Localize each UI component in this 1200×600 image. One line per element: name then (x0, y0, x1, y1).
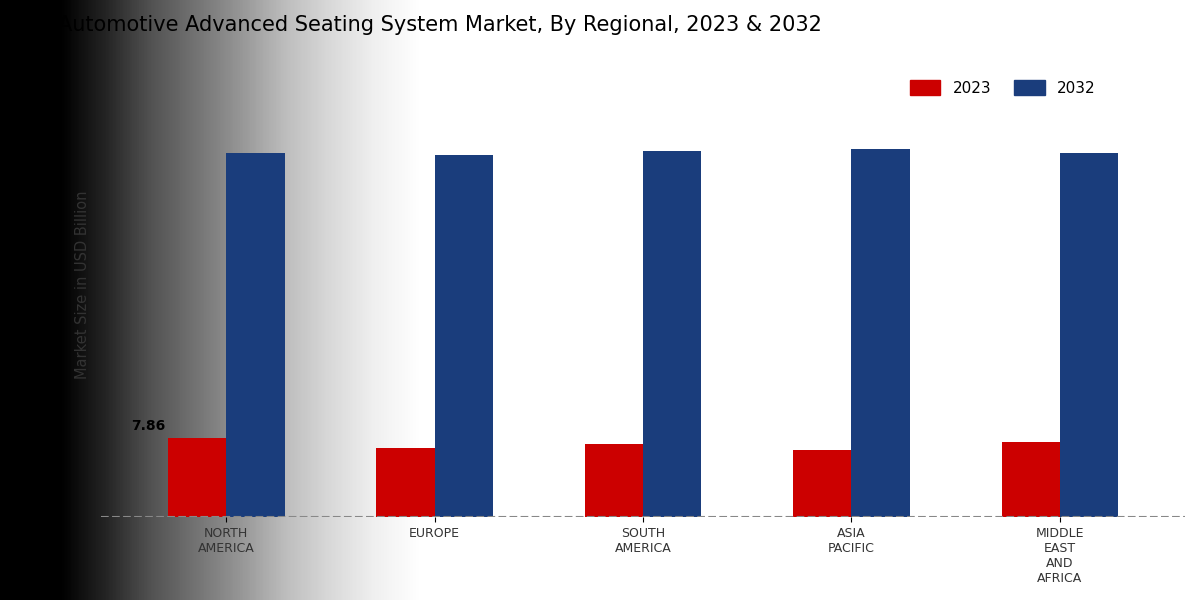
Bar (168, 438, 226, 517)
Legend: 2023, 2032: 2023, 2032 (904, 73, 1102, 101)
Bar (1060, 153, 1118, 517)
Bar (377, 448, 434, 517)
Y-axis label: Market Size in USD Billion: Market Size in USD Billion (74, 190, 90, 379)
Bar (584, 445, 643, 517)
Bar (852, 149, 910, 517)
Bar (643, 151, 702, 517)
Bar (434, 155, 493, 517)
Text: 7.86: 7.86 (132, 419, 166, 433)
Bar (793, 451, 852, 517)
Bar (1002, 442, 1060, 517)
Text: Automotive Advanced Seating System Market, By Regional, 2023 & 2032: Automotive Advanced Seating System Marke… (58, 15, 822, 35)
Bar (226, 153, 284, 517)
